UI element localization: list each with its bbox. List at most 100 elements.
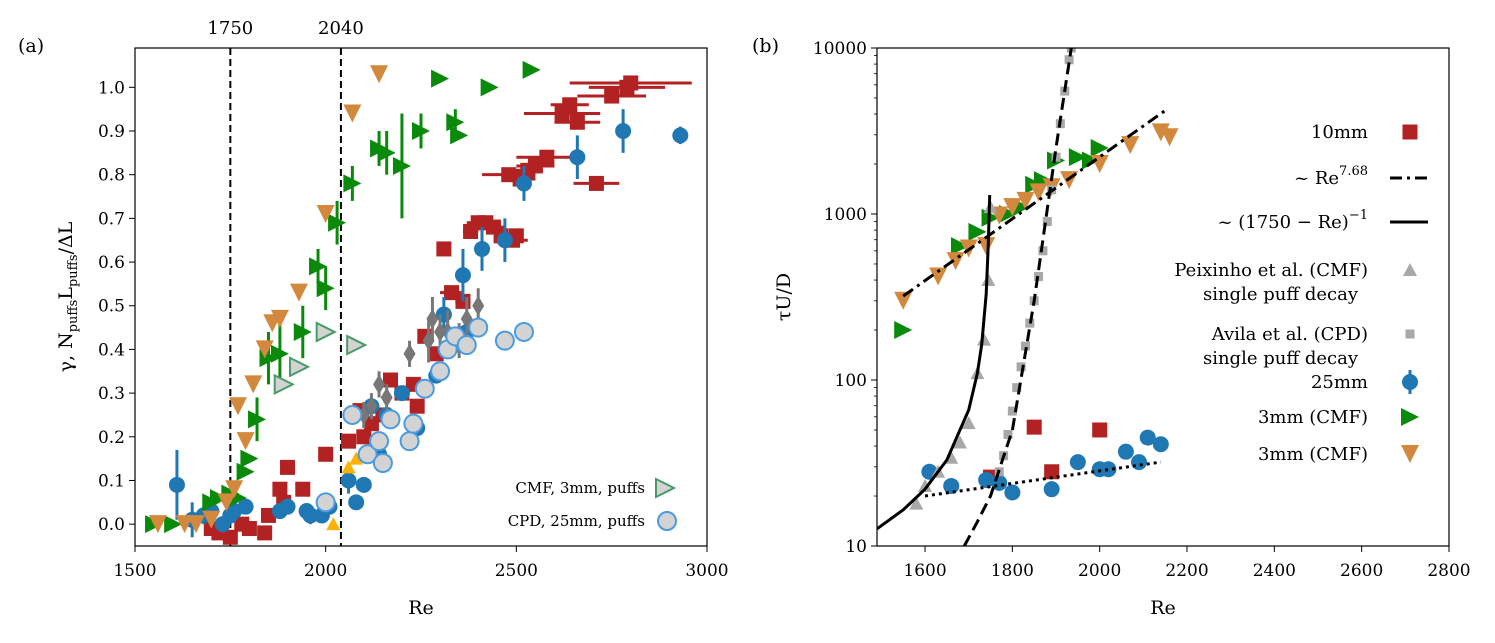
point-peixinho [981,273,996,287]
point-10mm [539,149,555,165]
point-gray-diamonds [426,308,439,329]
fit-line-solid [877,195,992,531]
legend-b-item-3: Peixinho et al. (CMF) [1174,260,1368,281]
panel-a-label: (a) [18,35,44,57]
point-hollow-circ [399,431,420,452]
ylabel-sub-2: puffs [66,254,81,287]
point-hollow-green-tri [288,356,311,378]
point-avila [1064,55,1074,65]
point-10mm [382,372,398,388]
point-10mm [604,88,620,104]
point-hollow-circ [372,453,393,473]
point-peixinho [918,478,933,492]
legend-b-item-3-line2: single puff decay [1203,284,1359,305]
point-10mm [1092,422,1108,438]
legend-b-item-0: 10mm [1311,122,1368,143]
series-layer [877,48,1179,546]
point-3mm-orange [1090,155,1109,174]
point-hollow-circ [369,431,390,452]
panel-b-ticks: 1600 1800 2000 2200 2400 2600 2800 10 100 1000 100… [813,39,1471,581]
point-25mm [279,498,296,515]
point-3mm-CMF-green [309,257,328,276]
point-10mm [436,241,452,257]
y-tick-label: 0.2 [98,428,125,448]
legend-b-item-2: ~ (1750 − Re)−1 [1217,208,1368,233]
panel-b-ylabel: τU/D [773,273,795,321]
point-10mm [241,521,257,537]
vline-label-1750: 1750 [207,18,253,39]
point-25mm [1100,461,1117,478]
legend-b-item-7: 3mm (CMF) [1258,444,1368,465]
point-25mm [1043,481,1060,498]
panel-b-legend: 10mm ~ Re7.68 ~ (1750 − Re)−1 Peixinho et a… [1174,122,1428,465]
legend-a-item-1: CPD, 25mm, puffs [508,512,645,530]
point-25mm [496,232,513,249]
point-hollow-circ [342,404,363,425]
point-3mm-orange [1016,191,1035,210]
point-3mm-orange [946,252,965,271]
point-hollow-green-tri [273,373,295,395]
point-3mm-orange [1121,136,1140,155]
point-25mm [943,477,960,494]
point-3mm-CMF-orange [148,515,167,534]
point-3mm-green [950,237,969,256]
point-10mm [318,446,334,462]
point-3mm-CMF-green [236,462,255,481]
point-hollow-circ [494,330,515,351]
point-avila [1016,362,1026,372]
point-25mm [393,385,410,402]
legend-b-marker-6 [1401,408,1419,426]
x-tick-label: 3000 [685,561,728,581]
point-25mm [569,149,586,166]
legend-a-marker-0 [655,477,677,499]
point-25mm [1004,484,1021,501]
x-tick-label: 2600 [1340,561,1383,581]
legend-a-marker-1 [657,511,677,531]
panel-a-xlabel: Re [408,597,434,619]
point-10mm [280,459,296,475]
point-avila [1007,406,1017,416]
y-tick-label: 0.9 [98,122,125,142]
point-25mm [348,494,365,511]
point-25mm [1069,454,1086,471]
point-3mm-orange [894,291,913,310]
panel-a-ticks: 1500 2000 2500 3000 0.0 0.1 0.2 0.3 0.4 0.5 0.6 0.7… [98,78,729,581]
point-10mm [222,529,238,545]
point-3mm-CMF-green [431,69,450,88]
legend-b-item-4-line2: single puff decay [1203,348,1359,369]
point-3mm-green [1068,148,1087,167]
fit-line-dashed [962,48,1073,546]
point-3mm-CMF-orange [187,515,206,534]
ylabel-sub-1: puffs [66,300,81,333]
point-3mm-CMF-orange [244,375,263,394]
point-hollow-circ [468,317,489,338]
panel-b-plot-area [877,48,1179,546]
point-25mm [237,498,254,515]
point-avila [1003,429,1013,439]
point-hollow-circ [357,444,378,465]
point-3mm-CMF-orange [370,65,389,84]
x-tick-label: 2800 [1427,561,1470,581]
point-3mm-CMF-green [328,213,347,232]
point-3mm-CMF-green [209,488,228,507]
y-tick-label: 10000 [813,39,867,59]
y-tick-label: 0.3 [98,384,125,404]
point-3mm-CMF-green [293,322,312,341]
legend-b-marker-0 [1402,124,1418,140]
point-hollow-green-tri [346,334,368,356]
point-hollow-circ [430,361,451,382]
point-avila [1042,217,1052,227]
point-10mm [569,114,585,130]
panel-a-ylabel: γ, NpuffsLpuffs/ΔL [55,221,81,372]
point-10mm [409,398,425,414]
point-10mm [444,285,460,301]
point-3mm-orange [977,237,996,256]
point-25mm [1152,436,1169,453]
panel-b-xlabel: Re [1150,597,1176,619]
point-25mm [978,471,995,488]
y-tick-label: 10 [845,537,867,557]
point-3mm-CMF-orange [202,510,221,529]
y-tick-label: 0.8 [98,166,125,186]
point-3mm-CMF-green [522,60,541,79]
